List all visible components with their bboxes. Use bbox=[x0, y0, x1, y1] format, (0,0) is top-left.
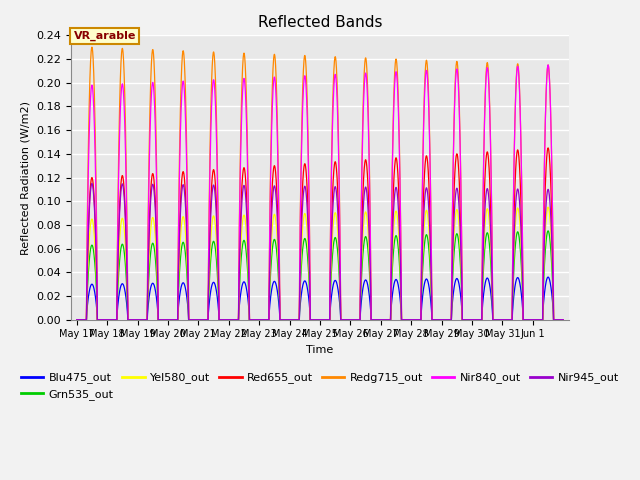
Y-axis label: Reflected Radiation (W/m2): Reflected Radiation (W/m2) bbox=[20, 100, 31, 254]
Red655_out bbox=[559, 317, 567, 323]
Blu475_out bbox=[485, 278, 493, 284]
Blu475_out bbox=[382, 317, 390, 323]
Redg715_out bbox=[554, 317, 562, 323]
Grn535_out bbox=[456, 250, 463, 255]
Nir945_out bbox=[173, 317, 180, 323]
Yel580_out bbox=[172, 317, 180, 323]
Red655_out bbox=[544, 145, 552, 151]
Nir945_out bbox=[456, 217, 463, 223]
Red655_out bbox=[73, 317, 81, 323]
Line: Nir840_out: Nir840_out bbox=[77, 65, 563, 320]
Yel580_out bbox=[382, 317, 390, 323]
Nir840_out bbox=[172, 317, 180, 323]
Line: Blu475_out: Blu475_out bbox=[77, 277, 563, 320]
Red655_out bbox=[382, 317, 390, 323]
Yel580_out bbox=[73, 317, 81, 323]
Redg715_out bbox=[425, 96, 433, 102]
Yel580_out bbox=[554, 317, 562, 323]
Redg715_out bbox=[559, 317, 567, 323]
Nir840_out bbox=[456, 120, 463, 126]
Nir840_out bbox=[485, 82, 493, 87]
Yel580_out bbox=[425, 222, 433, 228]
Red655_out bbox=[485, 160, 493, 166]
X-axis label: Time: Time bbox=[307, 345, 333, 355]
Title: Reflected Bands: Reflected Bands bbox=[258, 15, 382, 30]
Yel580_out bbox=[559, 317, 567, 323]
Nir840_out bbox=[73, 317, 81, 323]
Red655_out bbox=[554, 317, 562, 323]
Line: Yel580_out: Yel580_out bbox=[77, 207, 563, 320]
Blu475_out bbox=[559, 317, 567, 323]
Nir840_out bbox=[559, 317, 567, 323]
Grn535_out bbox=[554, 317, 562, 323]
Blu475_out bbox=[554, 317, 562, 323]
Redg715_out bbox=[73, 317, 81, 323]
Redg715_out bbox=[88, 44, 96, 50]
Nir840_out bbox=[382, 317, 390, 323]
Yel580_out bbox=[456, 230, 463, 236]
Grn535_out bbox=[425, 243, 433, 249]
Nir945_out bbox=[382, 317, 390, 323]
Red655_out bbox=[172, 317, 180, 323]
Grn535_out bbox=[559, 317, 567, 323]
Red655_out bbox=[456, 187, 463, 192]
Nir840_out bbox=[554, 317, 562, 323]
Line: Grn535_out: Grn535_out bbox=[77, 231, 563, 320]
Blu475_out bbox=[172, 317, 180, 323]
Nir840_out bbox=[544, 62, 552, 68]
Redg715_out bbox=[485, 81, 493, 86]
Grn535_out bbox=[485, 236, 493, 241]
Redg715_out bbox=[173, 317, 180, 323]
Grn535_out bbox=[382, 317, 390, 323]
Legend: Blu475_out, Grn535_out, Yel580_out, Red655_out, Redg715_out, Nir840_out, Nir945_: Blu475_out, Grn535_out, Yel580_out, Red6… bbox=[17, 368, 623, 404]
Nir945_out bbox=[73, 317, 81, 323]
Nir945_out bbox=[88, 180, 96, 186]
Nir945_out bbox=[559, 317, 567, 323]
Yel580_out bbox=[544, 204, 552, 210]
Line: Red655_out: Red655_out bbox=[77, 148, 563, 320]
Blu475_out bbox=[73, 317, 81, 323]
Nir945_out bbox=[485, 196, 493, 202]
Nir945_out bbox=[425, 204, 433, 210]
Line: Redg715_out: Redg715_out bbox=[77, 47, 563, 320]
Grn535_out bbox=[73, 317, 81, 323]
Grn535_out bbox=[544, 228, 552, 234]
Nir840_out bbox=[425, 100, 433, 106]
Grn535_out bbox=[172, 317, 180, 323]
Text: VR_arable: VR_arable bbox=[74, 31, 136, 41]
Blu475_out bbox=[456, 285, 463, 290]
Redg715_out bbox=[456, 120, 463, 126]
Yel580_out bbox=[485, 213, 493, 219]
Redg715_out bbox=[382, 317, 390, 323]
Red655_out bbox=[425, 174, 433, 180]
Nir945_out bbox=[554, 317, 562, 323]
Blu475_out bbox=[544, 274, 552, 280]
Line: Nir945_out: Nir945_out bbox=[77, 183, 563, 320]
Blu475_out bbox=[425, 281, 433, 287]
